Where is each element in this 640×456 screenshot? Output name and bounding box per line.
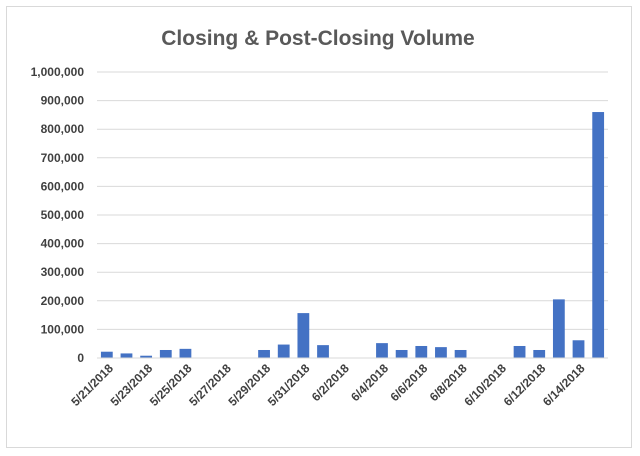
x-tick-label: 6/2/2018 <box>309 361 352 404</box>
bar-6-14-2018 <box>572 340 585 358</box>
bar-5-24-2018 <box>159 349 172 358</box>
y-tick-label: 600,000 <box>41 179 85 193</box>
bar-6-12-2018 <box>533 349 546 358</box>
bar-5-29-2018 <box>258 349 270 358</box>
x-tick-label: 6/4/2018 <box>348 361 391 404</box>
bar-6-13-2018 <box>552 299 565 358</box>
bar-6-15-2018 <box>592 112 605 358</box>
y-tick-label: 800,000 <box>41 122 85 136</box>
bar-6-4-2018 <box>376 343 388 358</box>
bar-6-5-2018 <box>395 349 408 358</box>
y-tick-label: 200,000 <box>41 294 85 308</box>
x-axis-ticks: 5/21/20185/23/20185/25/20185/27/20185/29… <box>68 361 588 409</box>
x-tick-label: 5/31/2018 <box>265 361 313 409</box>
bar-6-8-2018 <box>454 349 467 358</box>
y-tick-label: 900,000 <box>41 94 85 108</box>
y-axis-ticks: 0 100,000 200,000 300,000 400,000 500,000 600,… <box>31 65 85 365</box>
gridlines <box>97 71 608 330</box>
bar-5-21-2018 <box>100 351 113 358</box>
bar-6-6-2018 <box>415 345 428 358</box>
bars <box>100 112 605 358</box>
chart-title: Closing & Post-Closing Volume <box>161 27 474 50</box>
bar-5-25-2018 <box>179 348 192 358</box>
y-tick-label: 300,000 <box>41 265 85 279</box>
y-tick-label: 500,000 <box>41 208 85 222</box>
bar-6-1-2018 <box>317 345 329 358</box>
x-tick-label: 6/6/2018 <box>387 361 430 404</box>
bar-5-30-2018 <box>277 344 290 358</box>
y-tick-label: 400,000 <box>41 237 85 251</box>
bar-5-31-2018 <box>297 313 310 358</box>
bar-6-7-2018 <box>435 347 447 358</box>
bar-6-11-2018 <box>513 345 526 358</box>
y-tick-label: 1,000,000 <box>31 65 85 79</box>
bar-5-22-2018 <box>120 353 133 358</box>
y-tick-label: 100,000 <box>41 322 85 336</box>
y-tick-label: 700,000 <box>41 151 85 165</box>
chart-frame <box>6 6 632 448</box>
bar-5-23-2018 <box>140 355 153 358</box>
y-tick-label: 0 <box>77 351 84 365</box>
x-tick-label: 6/14/2018 <box>540 361 588 409</box>
